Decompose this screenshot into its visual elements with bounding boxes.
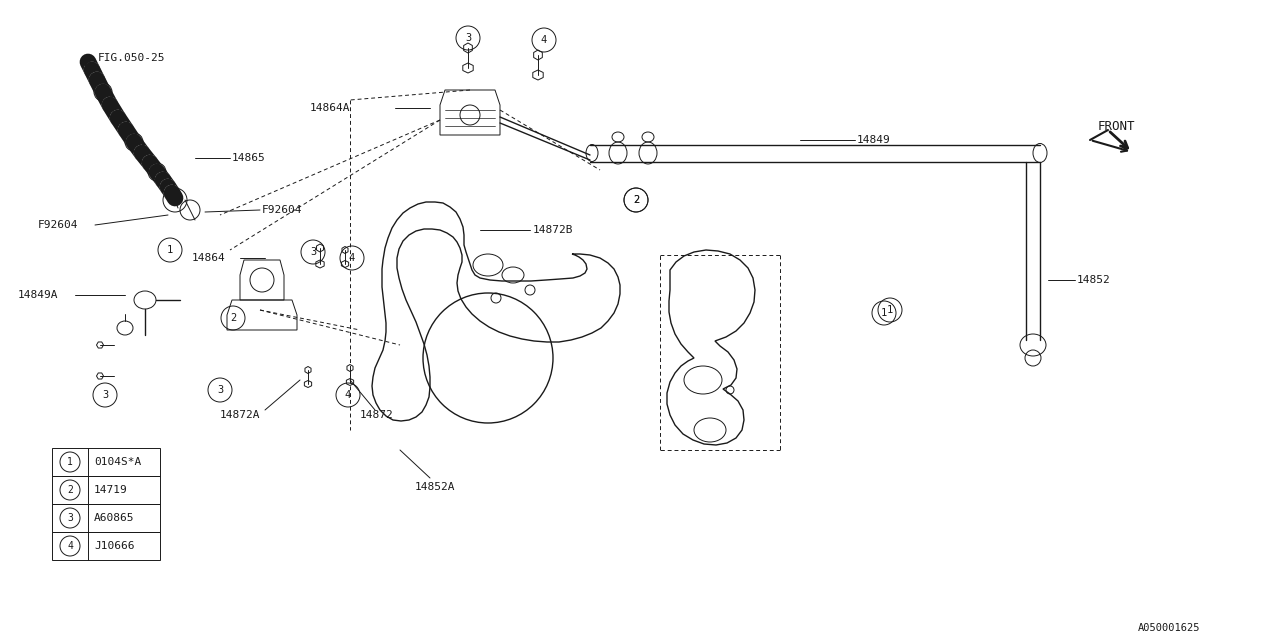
Text: 14865: 14865: [232, 153, 266, 163]
Text: 3: 3: [216, 385, 223, 395]
Text: F92604: F92604: [38, 220, 78, 230]
Text: J10666: J10666: [93, 541, 134, 551]
Text: A60865: A60865: [93, 513, 134, 523]
Text: 2: 2: [67, 485, 73, 495]
Bar: [52, 532, 160, 560]
Text: 3: 3: [67, 513, 73, 523]
Text: 4: 4: [344, 390, 351, 400]
Text: 0104S*A: 0104S*A: [93, 457, 141, 467]
Text: 4: 4: [541, 35, 547, 45]
Text: F92604: F92604: [262, 205, 302, 215]
Text: 3: 3: [465, 33, 471, 43]
Text: 4: 4: [67, 541, 73, 551]
Text: 2: 2: [632, 195, 639, 205]
Text: 3: 3: [102, 390, 108, 400]
Text: FRONT: FRONT: [1098, 120, 1135, 134]
Text: 4: 4: [349, 253, 355, 263]
Text: 14852: 14852: [1076, 275, 1111, 285]
Text: 1: 1: [67, 457, 73, 467]
Text: 14864: 14864: [192, 253, 225, 263]
Text: FIG.050-25: FIG.050-25: [99, 53, 165, 63]
Text: 14719: 14719: [93, 485, 128, 495]
Text: 14864A: 14864A: [310, 103, 351, 113]
Text: 1: 1: [166, 245, 173, 255]
Text: 14872A: 14872A: [220, 410, 261, 420]
Text: 2: 2: [230, 313, 236, 323]
Bar: [52, 448, 160, 476]
Bar: [52, 476, 160, 504]
Text: 14852A: 14852A: [415, 482, 456, 492]
Text: 14849: 14849: [858, 135, 891, 145]
Text: 14849A: 14849A: [18, 290, 59, 300]
Text: 14872: 14872: [360, 410, 394, 420]
Text: A050001625: A050001625: [1138, 623, 1201, 633]
Text: 1: 1: [887, 305, 893, 315]
Text: 14872B: 14872B: [532, 225, 573, 235]
Text: 3: 3: [310, 247, 316, 257]
Text: 1: 1: [881, 308, 887, 318]
Text: 2: 2: [632, 195, 639, 205]
Bar: [52, 504, 160, 532]
